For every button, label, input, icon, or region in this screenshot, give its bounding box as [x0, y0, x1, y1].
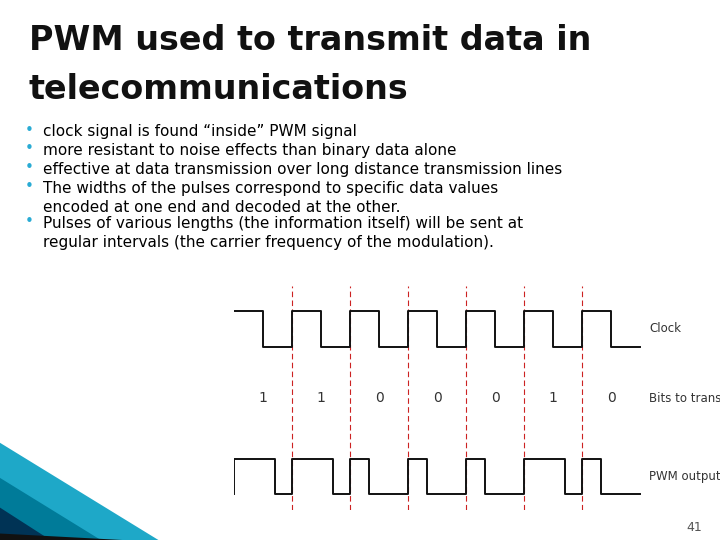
Text: Clock: Clock	[649, 322, 681, 335]
Text: Bits to transmit: Bits to transmit	[649, 392, 720, 405]
Text: 41: 41	[686, 521, 702, 534]
Text: •: •	[25, 214, 34, 230]
Text: clock signal is found “inside” PWM signal: clock signal is found “inside” PWM signa…	[43, 124, 357, 139]
Text: effective at data transmission over long distance transmission lines: effective at data transmission over long…	[43, 162, 562, 177]
Text: •: •	[25, 123, 34, 138]
Text: more resistant to noise effects than binary data alone: more resistant to noise effects than bin…	[43, 143, 456, 158]
Text: telecommunications: telecommunications	[29, 73, 408, 106]
Text: PWM output: PWM output	[649, 470, 720, 483]
Text: Pulses of various lengths (the information itself) will be sent at
regular inter: Pulses of various lengths (the informati…	[43, 216, 523, 250]
Text: 0: 0	[433, 392, 441, 405]
Text: •: •	[25, 160, 34, 176]
Text: •: •	[25, 179, 34, 194]
Text: 1: 1	[549, 392, 558, 405]
Text: •: •	[25, 141, 34, 157]
Text: 0: 0	[607, 392, 616, 405]
Text: 0: 0	[374, 392, 384, 405]
Text: 0: 0	[491, 392, 500, 405]
Text: 1: 1	[258, 392, 267, 405]
Text: 1: 1	[317, 392, 325, 405]
Text: PWM used to transmit data in: PWM used to transmit data in	[29, 24, 591, 57]
Text: The widths of the pulses correspond to specific data values
encoded at one end a: The widths of the pulses correspond to s…	[43, 181, 498, 215]
